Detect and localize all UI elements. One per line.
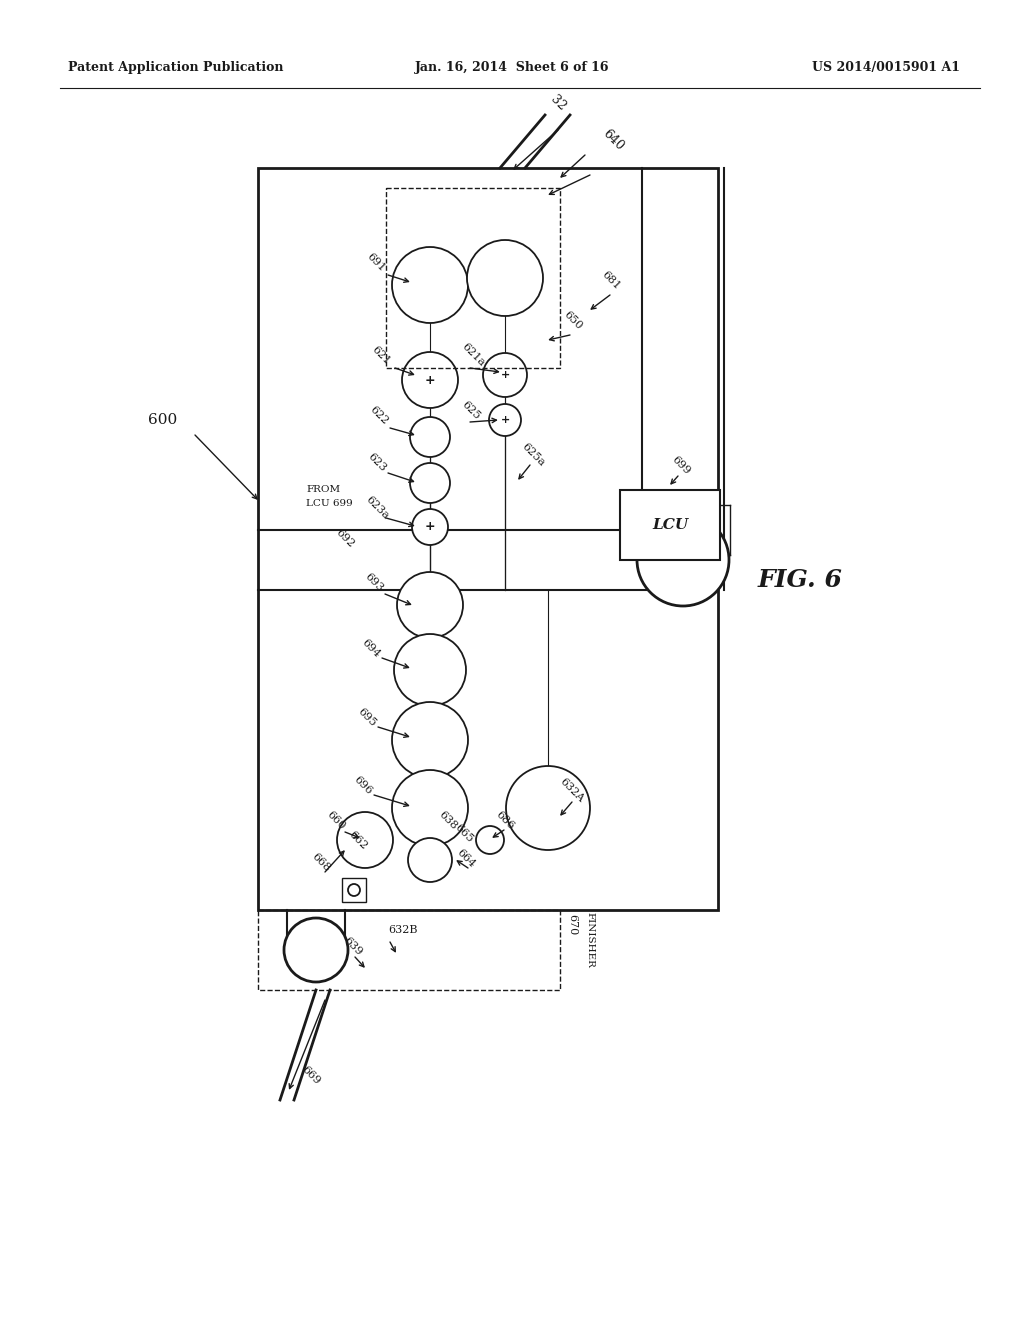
Text: 664: 664 (455, 847, 477, 869)
Circle shape (408, 838, 452, 882)
Text: Patent Application Publication: Patent Application Publication (68, 62, 284, 74)
Circle shape (397, 572, 463, 638)
Circle shape (637, 513, 729, 606)
Circle shape (284, 917, 348, 982)
Text: 696: 696 (352, 774, 374, 796)
Bar (258, 909, 560, 990)
Text: 660: 660 (325, 809, 347, 832)
Text: 662: 662 (347, 829, 370, 851)
Text: 681: 681 (600, 269, 623, 292)
Text: 686: 686 (494, 809, 516, 832)
Text: 621a: 621a (460, 342, 486, 368)
Text: 621: 621 (370, 345, 392, 366)
Text: +: + (425, 374, 435, 387)
Bar (620, 490, 720, 560)
Text: 692: 692 (334, 527, 356, 549)
Circle shape (489, 404, 521, 436)
Text: 623a: 623a (364, 495, 391, 521)
Text: 623: 623 (366, 451, 388, 473)
Text: +: + (501, 414, 510, 425)
Text: 625a: 625a (520, 442, 547, 469)
Text: FINISHER: FINISHER (586, 912, 595, 968)
Circle shape (392, 247, 468, 323)
Circle shape (412, 510, 449, 545)
Text: LCU 699: LCU 699 (306, 499, 352, 507)
Circle shape (402, 352, 458, 408)
Circle shape (337, 812, 393, 869)
Circle shape (476, 826, 504, 854)
Text: 638: 638 (437, 809, 459, 832)
Text: 600: 600 (148, 413, 177, 426)
Text: FIG. 6: FIG. 6 (758, 568, 843, 591)
Circle shape (410, 417, 450, 457)
Text: Jan. 16, 2014  Sheet 6 of 16: Jan. 16, 2014 Sheet 6 of 16 (415, 62, 609, 74)
Text: LCU: LCU (652, 517, 688, 532)
Text: 693: 693 (362, 572, 385, 593)
Circle shape (506, 766, 590, 850)
Text: US 2014/0015901 A1: US 2014/0015901 A1 (812, 62, 961, 74)
Text: 639: 639 (342, 935, 365, 957)
Text: 699: 699 (670, 454, 692, 477)
Circle shape (392, 770, 468, 846)
Text: +: + (501, 370, 510, 380)
Circle shape (348, 884, 360, 896)
Text: FROM: FROM (306, 486, 340, 495)
Text: 625: 625 (460, 399, 482, 421)
Text: 640: 640 (600, 127, 626, 153)
Text: 622: 622 (368, 404, 390, 426)
Circle shape (410, 463, 450, 503)
Text: 668: 668 (310, 851, 332, 873)
Circle shape (392, 702, 468, 777)
Text: +: + (425, 520, 435, 533)
Text: 695: 695 (356, 706, 378, 729)
Circle shape (483, 352, 527, 397)
Text: 670: 670 (567, 915, 577, 936)
Text: 632B: 632B (388, 925, 418, 935)
Bar (342, 878, 366, 902)
Text: 665: 665 (453, 822, 475, 843)
Text: 650: 650 (562, 309, 584, 331)
Circle shape (467, 240, 543, 315)
Text: 691: 691 (365, 251, 387, 273)
Text: 632A: 632A (558, 776, 586, 804)
Text: 32: 32 (548, 92, 568, 114)
Circle shape (394, 634, 466, 706)
Bar (386, 187, 560, 368)
Bar (258, 168, 718, 909)
Text: 669: 669 (300, 1064, 323, 1086)
Text: 694: 694 (360, 638, 382, 659)
